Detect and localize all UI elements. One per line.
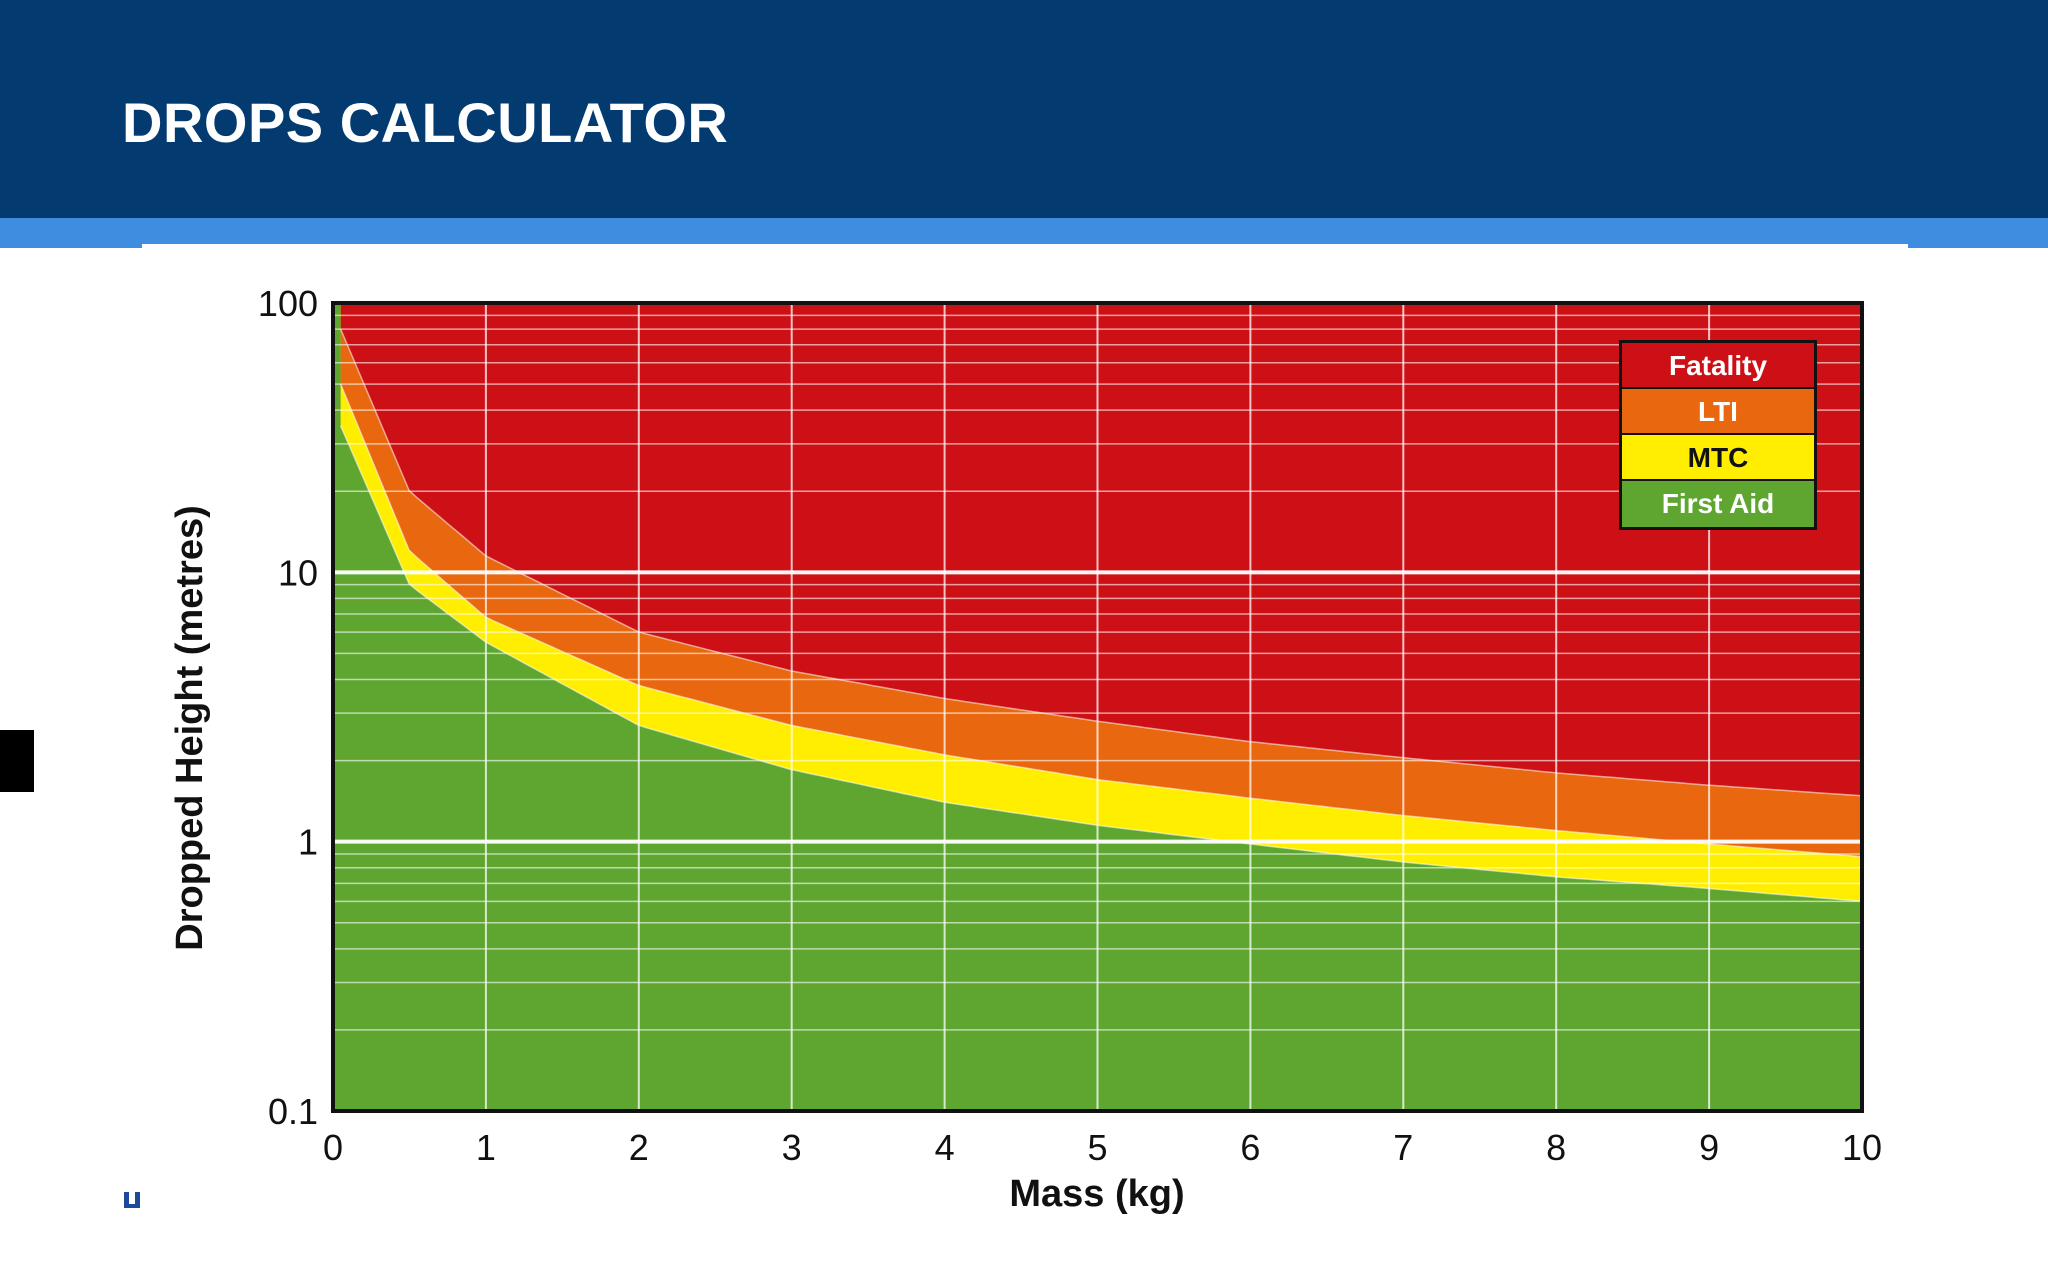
legend-label: MTC	[1688, 442, 1749, 473]
company-logo-icon	[124, 1192, 140, 1208]
x-tick-label: 3	[782, 1127, 802, 1168]
x-tick-label: 7	[1393, 1127, 1413, 1168]
side-marker	[0, 730, 34, 792]
legend-label: First Aid	[1662, 488, 1775, 519]
y-tick-label: 0.1	[268, 1091, 318, 1132]
x-tick-label: 6	[1240, 1127, 1260, 1168]
y-tick-label: 10	[278, 552, 318, 593]
y-axis-label: Dropped Height (metres)	[169, 505, 211, 950]
header-bar: DROPS CALCULATOR	[0, 0, 2048, 218]
boundary-line-2	[339, 383, 1862, 858]
x-tick-label: 9	[1699, 1127, 1719, 1168]
x-tick-label: 10	[1842, 1127, 1882, 1168]
x-tick-label: 5	[1087, 1127, 1107, 1168]
accent-divider	[142, 244, 1908, 250]
x-tick-label: 1	[476, 1127, 496, 1168]
boundary-line-1	[339, 425, 1862, 903]
legend-swatch	[1622, 481, 1814, 527]
page-title: DROPS CALCULATOR	[122, 91, 729, 154]
legend-label: Fatality	[1669, 350, 1767, 381]
x-axis-label: Mass (kg)	[1009, 1173, 1184, 1215]
accent-bar	[0, 218, 2048, 248]
x-tick-label: 4	[935, 1127, 955, 1168]
zone-first-aid	[333, 303, 1862, 1111]
y-tick-label: 1	[298, 822, 318, 863]
legend-swatch	[1622, 435, 1814, 479]
x-tick-label: 8	[1546, 1127, 1566, 1168]
legend-swatch	[1622, 389, 1814, 433]
legend-swatch	[1622, 343, 1814, 387]
legend-label: LTI	[1698, 396, 1738, 427]
plot-frame	[331, 301, 1864, 1113]
x-tick-label: 0	[323, 1127, 343, 1168]
boundary-line-3	[339, 328, 1862, 797]
x-tick-label: 2	[629, 1127, 649, 1168]
y-tick-label: 100	[258, 283, 318, 324]
legend: Fatality LTI MTC First Aid	[1619, 340, 1817, 530]
